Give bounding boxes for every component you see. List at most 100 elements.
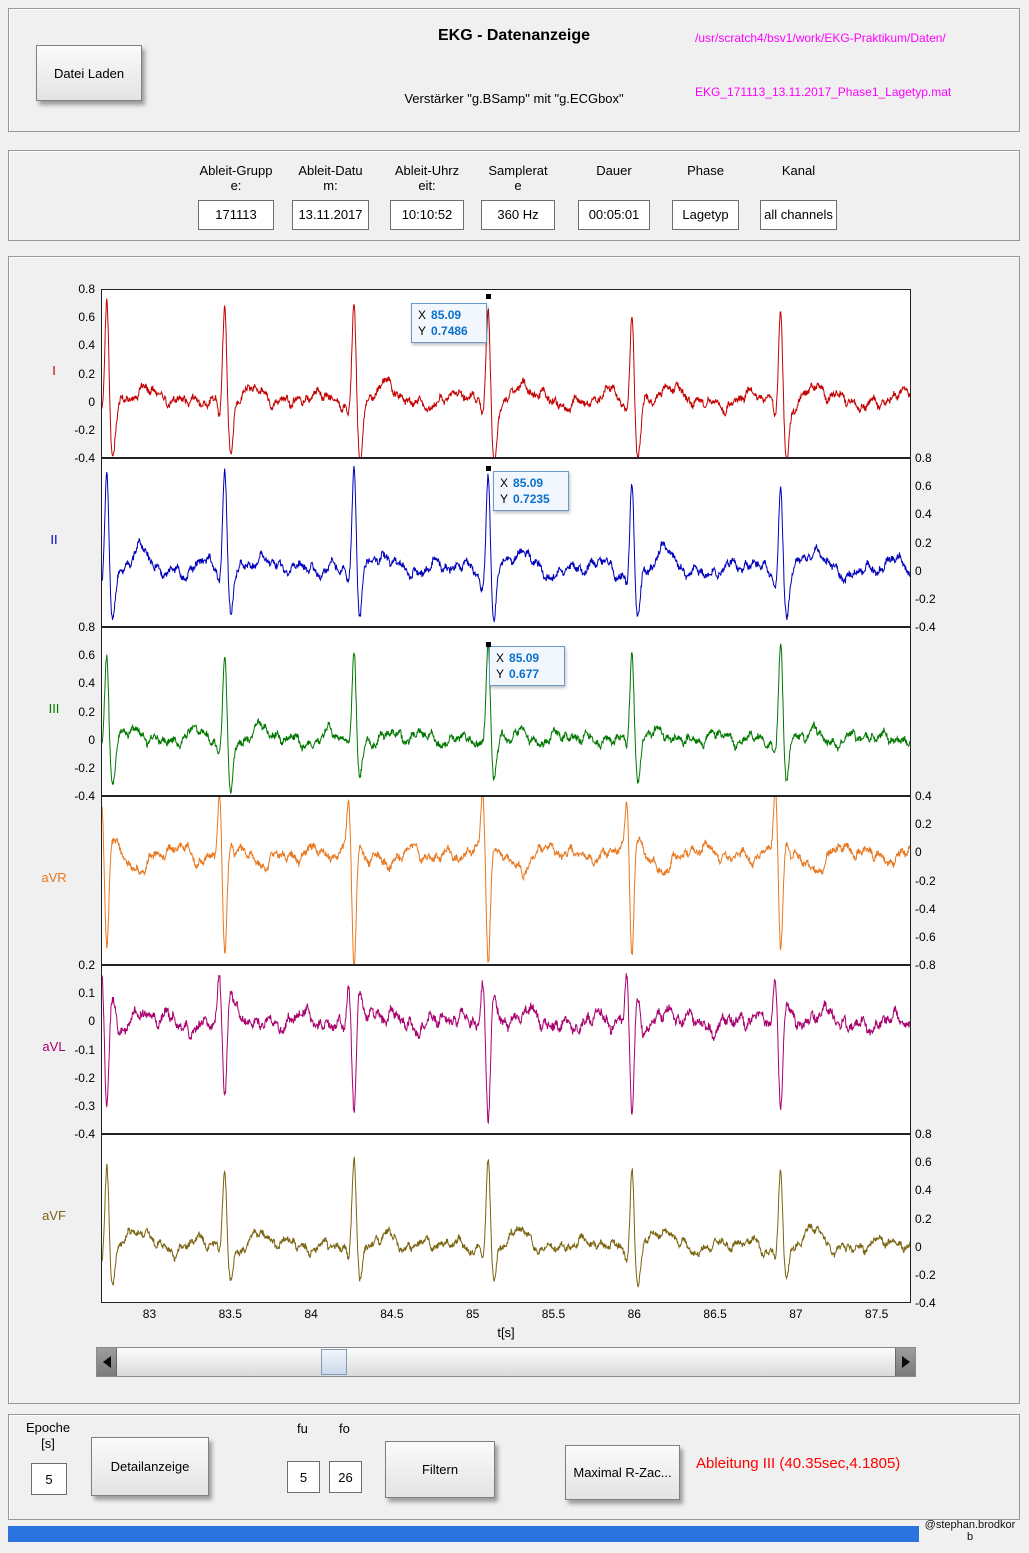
field-dauer: Dauer 00:05:01 <box>578 151 650 242</box>
ecg-trace-I <box>101 298 911 466</box>
y-tick-label: 0.4 <box>915 507 932 522</box>
x-tick-label: 87.5 <box>864 1307 889 1321</box>
fo-input[interactable] <box>329 1461 362 1493</box>
ecg-trace-III <box>101 643 910 794</box>
y-tick-label: -0.2 <box>74 1070 95 1085</box>
datatip-anchor-III[interactable] <box>486 642 491 647</box>
datatip-y-label: Y <box>500 492 509 506</box>
channel-label-III: III <box>48 701 60 716</box>
bottom-blue-strip <box>8 1526 919 1542</box>
y-tick-label: -0.2 <box>915 873 936 888</box>
x-tick-label: 86.5 <box>703 1307 727 1321</box>
field-value-ableit-uhrzeit[interactable]: 10:10:52 <box>390 200 464 230</box>
field-label-kanal: Kanal <box>781 163 816 178</box>
recording-info-panel: Ableit-Gruppe: 171113 Ableit-Datum: 13.1… <box>8 150 1020 241</box>
y-tick-label: 0 <box>915 563 922 578</box>
datatip-channel-I[interactable]: X 85.09 Y 0.7486 <box>411 303 487 343</box>
x-tick-label: 84 <box>304 1307 318 1321</box>
ecg-trace-aVR <box>101 787 911 966</box>
max-r-wave-button[interactable]: Maximal R-Zac... <box>565 1445 680 1500</box>
y-tick-label: 0.8 <box>915 451 932 465</box>
y-tick-label: -0.2 <box>74 760 95 775</box>
y-tick-label: -0.6 <box>915 929 936 944</box>
field-kanal: Kanal all channels <box>760 151 837 242</box>
field-ableit-uhrzeit: Ableit-Uhrzeit: 10:10:52 <box>390 151 464 242</box>
y-tick-label: 0.2 <box>915 1211 932 1226</box>
ecg-trace-aVL <box>101 973 911 1125</box>
y-tick-label: -0.1 <box>74 1042 95 1057</box>
subplot-aVR <box>101 787 911 966</box>
fo-label: fo <box>339 1421 350 1436</box>
datatip-anchor-I[interactable] <box>486 294 491 299</box>
field-samplerate: Samplerate 360 Hz <box>481 151 555 242</box>
y-tick-label: 0.6 <box>915 479 932 494</box>
y-tick-label: -0.4 <box>915 901 936 916</box>
y-tick-label: 0.4 <box>78 676 95 691</box>
ecg-plot-area: I 0.8 0.6 0.4 0.2 0 -0.2 -0.4 II 0.8 0.6 0.4 0.2 0 -0.… <box>9 257 1019 1403</box>
datatip-x-label: X <box>418 308 427 322</box>
y-tick-label: 0.4 <box>915 789 932 803</box>
subplot-aVF <box>101 1134 911 1303</box>
load-file-button[interactable]: Datei Laden <box>36 45 142 101</box>
scrollbar-left-arrow[interactable] <box>97 1348 117 1376</box>
y-tick-label: -0.4 <box>915 620 936 634</box>
fu-input[interactable] <box>287 1461 320 1493</box>
data-directory-path: /usr/scratch4/bsv1/work/EKG-Praktikum/Da… <box>695 31 946 45</box>
y-tick-label: -0.4 <box>74 789 95 803</box>
y-tick-label: 0.2 <box>78 366 95 381</box>
status-text: Ableitung III (40.35sec,4.1805) <box>696 1455 901 1472</box>
y-tick-label: 0.8 <box>78 282 95 296</box>
y-tick-label: 0.2 <box>915 535 932 550</box>
field-value-kanal[interactable]: all channels <box>760 200 837 230</box>
datatip-y-label: Y <box>418 324 427 338</box>
y-tick-label: -0.4 <box>74 451 95 465</box>
y-tick-label: -0.2 <box>74 422 95 437</box>
y-tick-label: 0 <box>915 845 922 860</box>
field-value-samplerate[interactable]: 360 Hz <box>481 200 555 230</box>
y-tick-label: 0 <box>915 1239 922 1254</box>
plot-scrollbar[interactable] <box>96 1347 916 1377</box>
app-title: EKG - Datenanzeige <box>437 27 591 44</box>
filter-button[interactable]: Filtern <box>385 1441 495 1498</box>
datatip-channel-II[interactable]: X 85.09 Y 0.7235 <box>493 471 569 511</box>
x-tick-label: 85.5 <box>541 1307 566 1321</box>
y-tick-label: 0.6 <box>915 1155 932 1170</box>
y-tick-label: 0 <box>88 1014 95 1029</box>
datatip-x-value: 85.09 <box>431 308 462 322</box>
y-tick-label: 0.8 <box>78 620 95 634</box>
field-label-ableit-datum: Ableit-Datum: <box>298 163 363 193</box>
y-tick-label: -0.4 <box>74 1127 95 1141</box>
detail-view-button[interactable]: Detailanzeige <box>91 1437 209 1496</box>
x-tick-label: 86 <box>627 1307 641 1321</box>
field-label-ableit-gruppe: Ableit-Gruppe: <box>199 163 273 193</box>
y-tick-label: -0.2 <box>915 1267 936 1282</box>
field-ableit-datum: Ableit-Datum: 13.11.2017 <box>292 151 369 242</box>
y-tick-label: 0.1 <box>78 986 95 1001</box>
datatip-x-value: 85.09 <box>509 651 540 665</box>
x-axis-label: t[s] <box>497 1325 515 1340</box>
y-tick-label: -0.8 <box>915 958 936 972</box>
datatip-y-value: 0.7235 <box>513 492 550 506</box>
data-file-name: EKG_171113_13.11.2017_Phase1_Lagetyp.mat <box>695 85 952 99</box>
datatip-channel-III[interactable]: X 85.09 Y 0.677 <box>489 646 565 686</box>
y-tick-label: 0.4 <box>915 1183 932 1198</box>
datatip-anchor-II[interactable] <box>486 466 491 471</box>
y-tick-label: 0.6 <box>78 310 95 325</box>
epoche-input[interactable] <box>31 1463 67 1495</box>
scrollbar-thumb[interactable] <box>320 1349 347 1375</box>
field-label-samplerate: Samplerate <box>488 163 548 193</box>
field-value-ableit-datum[interactable]: 13.11.2017 <box>292 200 369 230</box>
x-tick-label: 85 <box>465 1307 480 1321</box>
scrollbar-right-arrow[interactable] <box>895 1348 915 1376</box>
y-tick-label: 0.6 <box>78 648 95 663</box>
field-label-dauer: Dauer <box>596 163 632 178</box>
field-value-ableit-gruppe[interactable]: 171113 <box>198 200 274 230</box>
channel-label-II: II <box>50 532 58 547</box>
field-value-dauer[interactable]: 00:05:01 <box>578 200 650 230</box>
y-tick-label: 0.2 <box>915 817 932 832</box>
amplifier-subtitle: Verstärker "g.BSamp" mit "g.ECGbox" <box>404 91 624 106</box>
field-phase: Phase Lagetyp <box>672 151 739 242</box>
subplot-aVL <box>101 965 911 1134</box>
field-value-phase[interactable]: Lagetyp <box>672 200 739 230</box>
ecg-trace-aVF <box>101 1156 911 1289</box>
